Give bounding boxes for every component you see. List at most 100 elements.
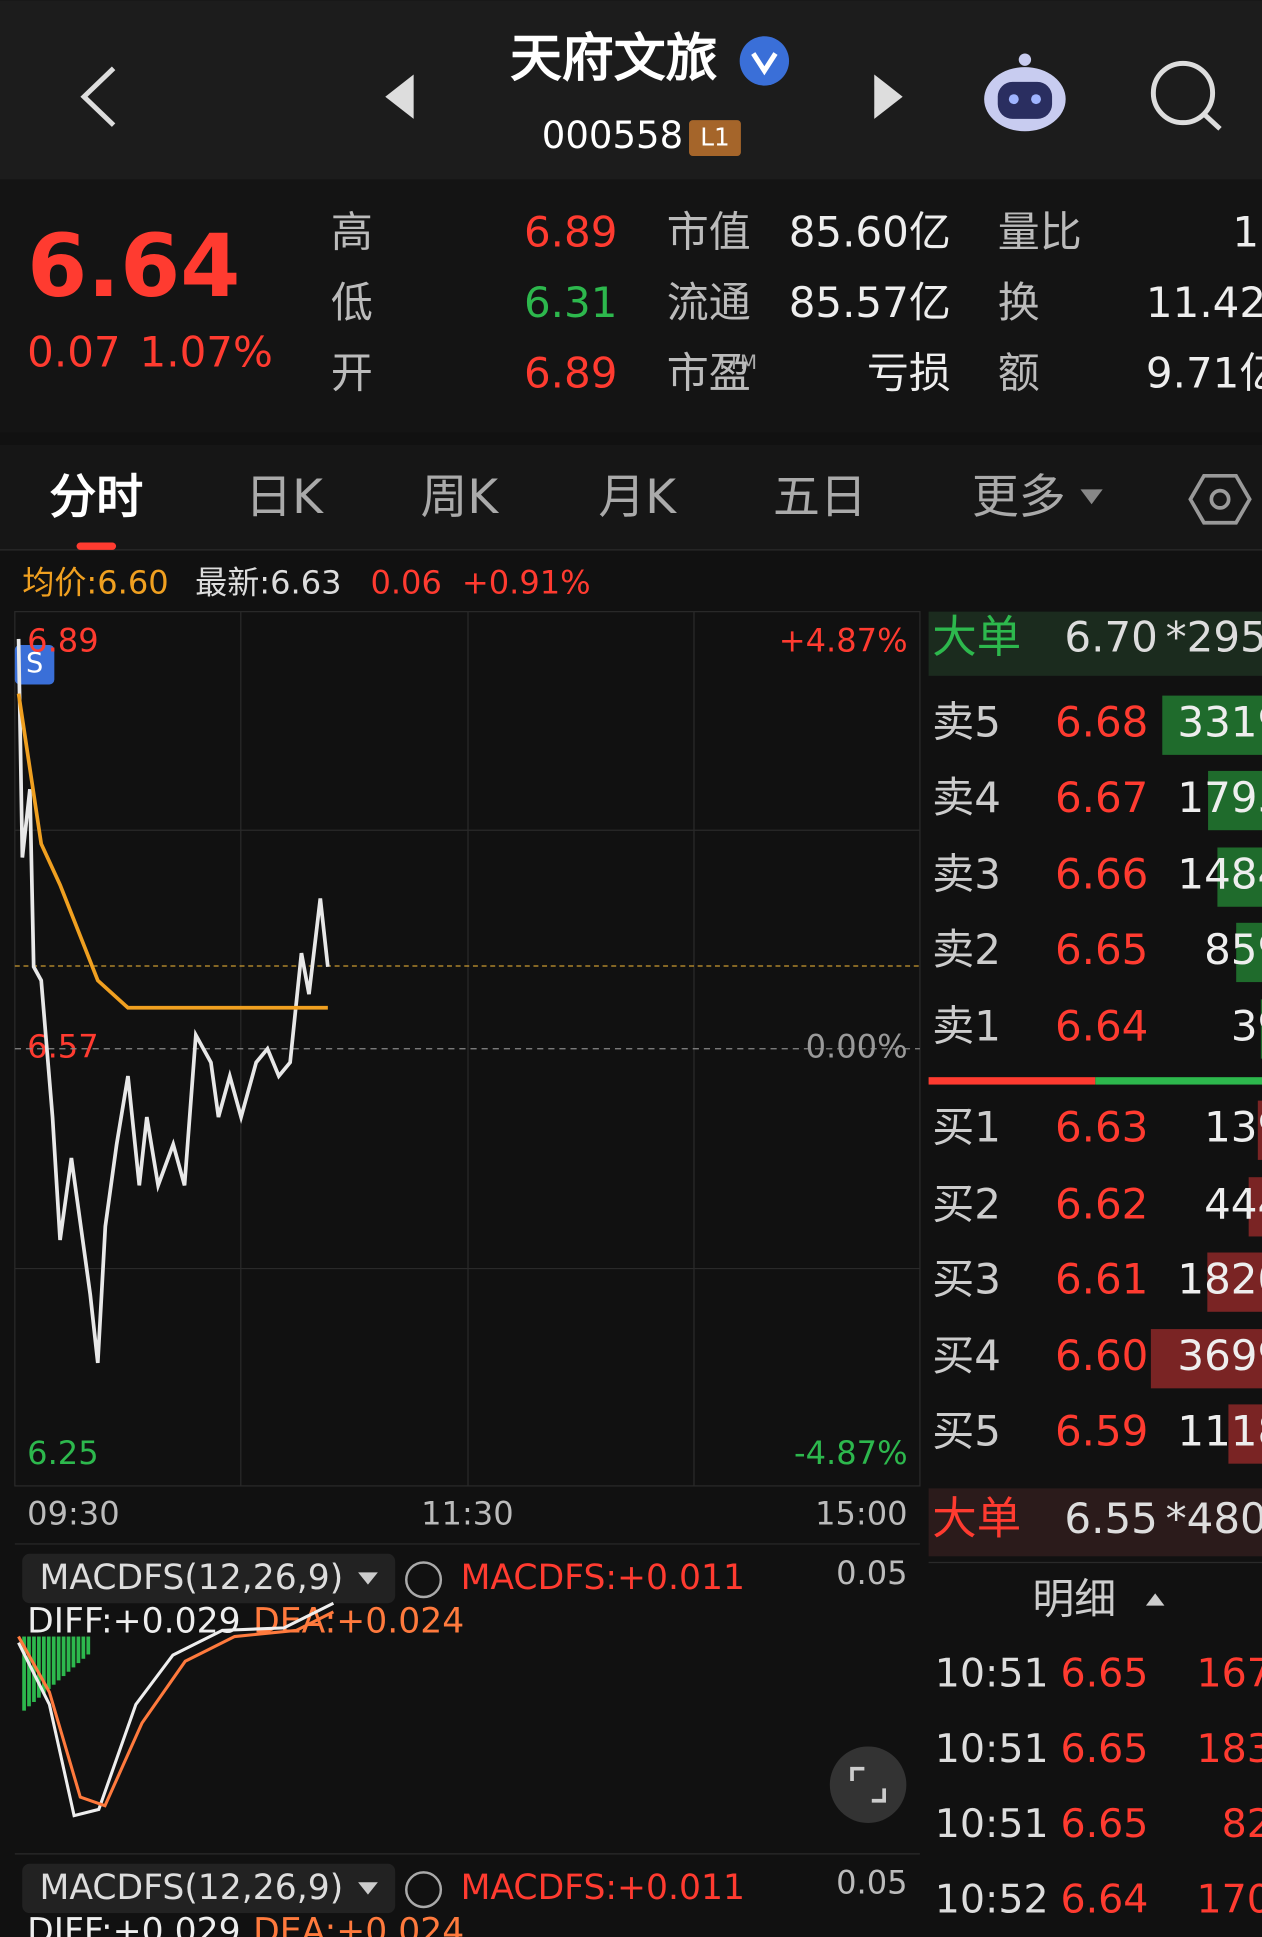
indicator-select[interactable] <box>22 1553 396 1604</box>
avg-price: 均价:6.60 <box>22 563 168 601</box>
order-label: 买3 <box>932 1255 1001 1304</box>
y-tick-label: 6.57 <box>27 1028 98 1066</box>
volume-bar <box>1150 1329 1262 1389</box>
stat-value: 85.60亿 <box>789 208 951 257</box>
volume-bar <box>1257 1100 1262 1160</box>
next-stock[interactable] <box>874 74 903 119</box>
order-price: 6.60 <box>1055 1331 1148 1380</box>
macd-bar <box>66 1636 71 1672</box>
macd-bar <box>86 1636 91 1655</box>
settings-button[interactable] <box>1188 473 1252 525</box>
tab[interactable]: 日K <box>245 470 324 525</box>
order-price: 6.66 <box>1055 850 1148 899</box>
stat-label: 开 <box>331 348 373 397</box>
prev-stock[interactable] <box>385 74 414 119</box>
detail-vol: 170 <box>1196 1877 1262 1923</box>
stat-value: 6.31 <box>524 278 617 327</box>
volume-bar <box>1217 847 1262 907</box>
detail-arrow <box>1145 1593 1165 1606</box>
ratio-green <box>1095 1077 1262 1085</box>
order-price: 6.61 <box>1055 1255 1148 1304</box>
order-vol: 139 <box>1204 1103 1262 1152</box>
stat-label: 高 <box>331 208 373 257</box>
big-top-bg <box>928 611 1262 676</box>
tabs-bg <box>0 444 1262 550</box>
order-label: 买4 <box>932 1331 1001 1380</box>
order-price: 6.68 <box>1055 698 1148 747</box>
x-tick-label: 15:00 <box>815 1495 908 1533</box>
x-tick-label: 09:30 <box>27 1495 120 1533</box>
detail-time: 10:52 <box>935 1877 1049 1923</box>
order-price: 6.65 <box>1055 925 1148 974</box>
order-label: 卖3 <box>932 850 1001 899</box>
back-button[interactable] <box>80 66 116 127</box>
stat-value: 85.57亿 <box>789 278 951 327</box>
stat-label: 市盈 <box>667 348 751 397</box>
macd-bar <box>27 1636 31 1707</box>
order-price: 6.63 <box>1055 1103 1148 1152</box>
series-line <box>16 638 330 1364</box>
help-icon[interactable] <box>405 1561 443 1599</box>
indicator-value: MACDFS:+0.011 <box>461 1868 745 1908</box>
order-label: 卖4 <box>932 773 1001 822</box>
axis-top: 0.05 <box>836 1554 907 1592</box>
volume-bar <box>1207 1252 1262 1312</box>
tab-indicator <box>76 542 117 550</box>
indicator-select[interactable] <box>22 1863 396 1914</box>
dea-line <box>17 1610 335 1808</box>
tab[interactable]: 分时 <box>49 470 143 525</box>
tab[interactable]: 月K <box>598 470 677 525</box>
macd-bar <box>71 1636 76 1668</box>
stat-label: 额 <box>998 348 1040 397</box>
detail-price: 6.65 <box>1060 1651 1148 1697</box>
y2-tick-label: -4.87% <box>794 1434 908 1472</box>
dea: DEA:+0.024 <box>253 1911 464 1937</box>
y2-tick-label: 0.00% <box>806 1028 908 1066</box>
indicator-name: MACDFS(12,26,9) <box>40 1558 344 1598</box>
macd-bar <box>56 1636 61 1681</box>
detail-time: 10:51 <box>935 1651 1049 1697</box>
detail-vol: 82 <box>1222 1801 1262 1847</box>
big-order-price: 6.55 <box>1064 1494 1157 1543</box>
stock-code: 000558 <box>542 114 683 157</box>
ratio-red <box>928 1077 1096 1085</box>
stat-value: 1.9 <box>1232 208 1262 257</box>
volume-bar <box>1162 695 1262 755</box>
tab[interactable]: 周K <box>421 470 500 525</box>
help-icon[interactable] <box>405 1871 443 1909</box>
order-vol: 1820 <box>1177 1255 1262 1304</box>
order-vol: 859 <box>1204 925 1262 974</box>
detail-price: 6.65 <box>1060 1801 1148 1847</box>
fullscreen-button[interactable] <box>829 1746 907 1824</box>
order-vol: 1484 <box>1177 850 1262 899</box>
s-marker[interactable] <box>14 644 55 685</box>
volume-bar <box>1236 922 1262 983</box>
indicator-arrow <box>358 1572 378 1585</box>
stat-value: 9.71亿 <box>1146 348 1262 397</box>
tab[interactable]: 五日 <box>773 470 867 525</box>
y-tick-label: 6.25 <box>27 1434 98 1472</box>
robot-button[interactable] <box>984 53 1066 132</box>
tab[interactable]: 更多 <box>972 470 1066 525</box>
order-label: 买1 <box>932 1103 1001 1152</box>
search-button[interactable] <box>1150 60 1222 131</box>
order-price: 6.67 <box>1055 773 1148 822</box>
quote-bg <box>0 179 1262 433</box>
order-vol: 444 <box>1204 1179 1262 1228</box>
stat-label: 市值 <box>667 208 751 257</box>
order-price: 6.59 <box>1055 1407 1148 1456</box>
badge-bg <box>689 120 741 156</box>
macd-bar <box>81 1636 86 1659</box>
stat-label: 低 <box>331 278 373 327</box>
detail-title[interactable]: 明细 <box>1032 1574 1116 1623</box>
macd-bar <box>41 1636 46 1694</box>
latest-pct: +0.91% <box>462 563 591 601</box>
volume-bar <box>1260 999 1262 1059</box>
order-label: 买2 <box>932 1179 1001 1228</box>
macd-bar <box>22 1636 26 1711</box>
latest-price: 最新:6.63 <box>195 563 341 601</box>
order-label: 卖1 <box>932 1002 1001 1051</box>
order-label: 买5 <box>932 1407 1001 1456</box>
indicator-name: MACDFS(12,26,9) <box>40 1868 344 1908</box>
